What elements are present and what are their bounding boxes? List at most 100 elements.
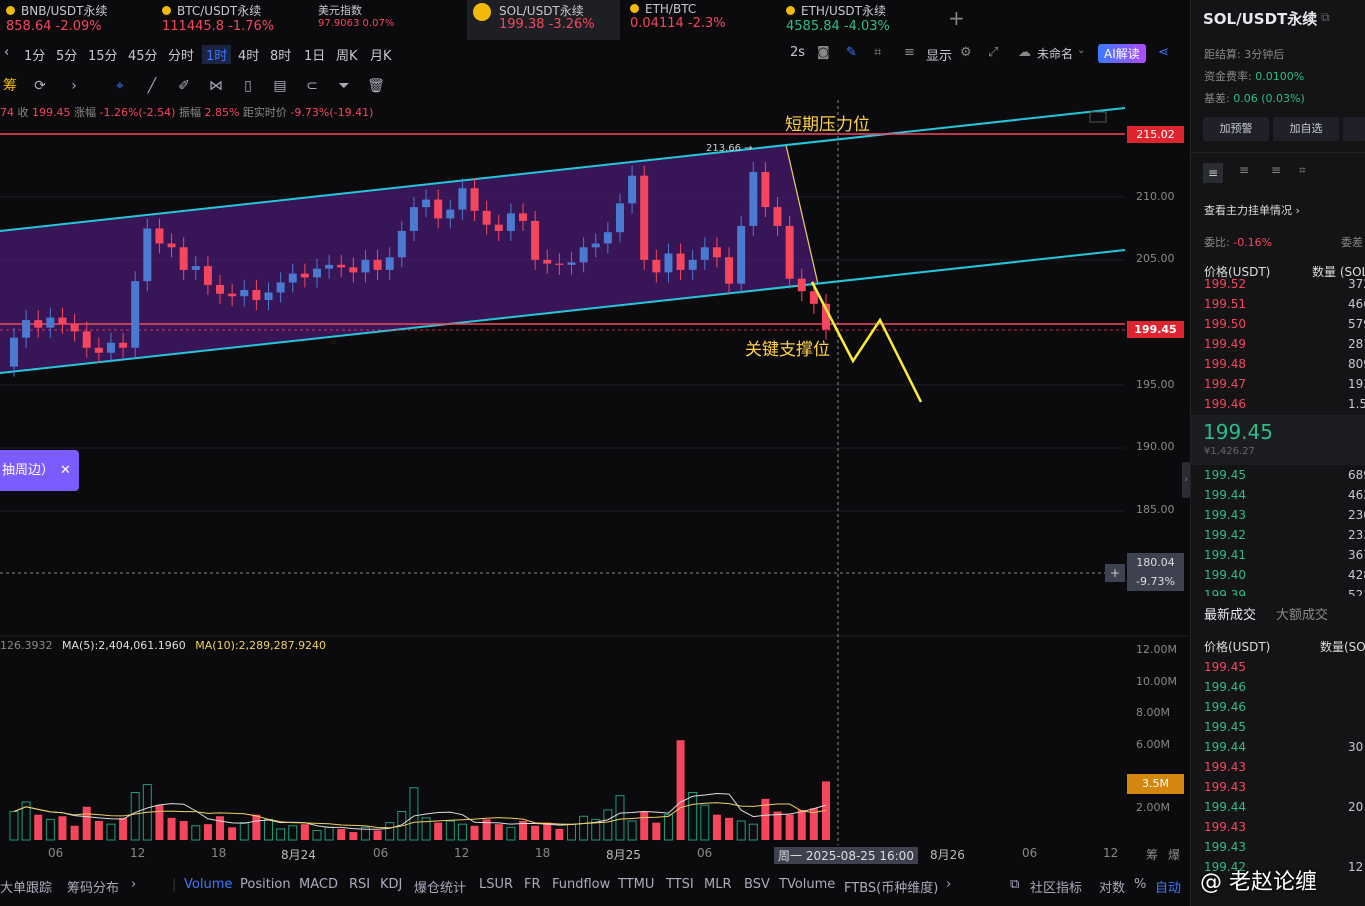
book-both-icon[interactable]: ≡: [1203, 163, 1223, 183]
book-depth-icon[interactable]: ⌗: [1299, 163, 1306, 177]
bid-price[interactable]: 199.44: [1204, 488, 1246, 502]
indicator-macd[interactable]: MACD: [299, 877, 338, 892]
ask-price[interactable]: 199.46: [1204, 397, 1246, 411]
timeframe-45m[interactable]: 45分: [128, 49, 158, 64]
ticker-tab-ethbtc[interactable]: ETH/BTC 0.04114 -2.3%: [624, 0, 774, 40]
copy-icon[interactable]: ⧉: [1321, 10, 1330, 24]
ask-price[interactable]: 199.47: [1204, 377, 1246, 391]
timeframe-1d[interactable]: 1日: [304, 49, 326, 64]
indicator-volume[interactable]: Volume: [184, 877, 233, 892]
brush-icon[interactable]: ✐: [178, 78, 190, 94]
timeframe-5m[interactable]: 5分: [56, 49, 78, 64]
indicator-ttmu[interactable]: TTMU: [618, 877, 655, 892]
indicator-liquidation[interactable]: 爆仓统计: [414, 881, 467, 896]
timeframe-1h[interactable]: 1时: [202, 45, 232, 64]
line-tool-icon[interactable]: ╱: [147, 78, 157, 94]
community-icon[interactable]: ⧉: [1010, 877, 1020, 892]
indicator-rsi[interactable]: RSI: [349, 877, 371, 892]
side-panel-tab[interactable]: 抽周边） ✕: [0, 450, 79, 491]
log-scale-toggle[interactable]: 对数: [1099, 881, 1126, 896]
ask-price[interactable]: 199.50: [1204, 317, 1246, 331]
fullscreen-icon[interactable]: ⤢: [988, 45, 999, 60]
chevron-down-icon[interactable]: ⌄: [1077, 45, 1086, 56]
depth-link[interactable]: 查看主力挂单情况 ›: [1204, 204, 1300, 217]
indicator-fr[interactable]: FR: [524, 877, 541, 892]
ticker-tab-sol[interactable]: SOL/USDT永续 199.38 -3.26%: [467, 0, 620, 40]
filter-icon[interactable]: ⏷: [338, 78, 350, 94]
add-alert-icon[interactable]: +: [1105, 564, 1125, 582]
note-icon[interactable]: ▤: [273, 78, 287, 94]
ask-price[interactable]: 199.51: [1204, 297, 1246, 311]
ask-price[interactable]: 199.52: [1204, 278, 1246, 291]
bid-price[interactable]: 199.45: [1204, 468, 1246, 482]
community-indicators[interactable]: 社区指标: [1030, 881, 1083, 896]
close-icon[interactable]: ✕: [60, 463, 71, 478]
indicator-chips[interactable]: 筹码分布: [67, 881, 120, 896]
indicator-mlr[interactable]: MLR: [704, 877, 732, 892]
auto-scale-toggle[interactable]: 自动: [1155, 881, 1182, 896]
bid-price[interactable]: 199.42: [1204, 528, 1246, 542]
timeframe-1w[interactable]: 周K: [336, 49, 358, 64]
timeframe-15m[interactable]: 15分: [88, 49, 118, 64]
panel-collapse-handle[interactable]: ›: [1182, 462, 1190, 498]
liquidation-toggle[interactable]: 爆: [1168, 848, 1181, 862]
magnet-icon[interactable]: ⊂: [306, 78, 318, 94]
price-chart[interactable]: [0, 0, 1188, 873]
ticker-tab-bnb[interactable]: BNB/USDT永续 858.64 -2.09%: [0, 0, 150, 40]
timeframe-line[interactable]: 分时: [168, 49, 195, 64]
percent-toggle[interactable]: %: [1134, 877, 1147, 892]
book-bids-icon[interactable]: ≡: [1239, 163, 1250, 177]
gear-icon[interactable]: ⚙: [960, 45, 972, 60]
pattern-icon[interactable]: ⋈: [209, 78, 223, 94]
timeframe-1m[interactable]: 1分: [24, 49, 46, 64]
chips-label[interactable]: 筹: [3, 78, 17, 94]
bid-price[interactable]: 199.39: [1204, 588, 1246, 596]
collapse-icon[interactable]: [1089, 111, 1107, 123]
bid-price[interactable]: 199.41: [1204, 548, 1246, 562]
crop-icon[interactable]: ⌗: [874, 45, 882, 60]
measure-icon[interactable]: ▯: [244, 78, 252, 94]
bid-price[interactable]: 199.43: [1204, 508, 1246, 522]
timeframe-4h[interactable]: 4时: [238, 49, 260, 64]
ai-button[interactable]: AI解读: [1098, 44, 1146, 63]
menu-icon[interactable]: ≡: [904, 45, 915, 60]
timeframe-8h[interactable]: 8时: [270, 49, 292, 64]
add-alert-button[interactable]: 加预警: [1203, 117, 1269, 141]
refresh-icon[interactable]: ⟳: [34, 78, 46, 94]
pencil-icon[interactable]: ✎: [846, 45, 857, 60]
more-button[interactable]: [1343, 117, 1365, 141]
layout-name[interactable]: 未命名: [1037, 47, 1074, 61]
ask-price[interactable]: 199.49: [1204, 337, 1246, 351]
add-watchlist-button[interactable]: 加自选: [1273, 117, 1339, 141]
ask-price[interactable]: 199.48: [1204, 357, 1246, 371]
trash-icon[interactable]: 🗑: [367, 78, 385, 94]
cloud-icon[interactable]: ☁: [1018, 45, 1031, 60]
chips-toggle[interactable]: 筹: [1146, 848, 1159, 862]
camera-icon[interactable]: ◙: [817, 45, 830, 60]
add-tab-button[interactable]: +: [948, 6, 965, 30]
chevron-right-icon[interactable]: ›: [71, 78, 77, 94]
chevron-right-icon[interactable]: ›: [946, 877, 952, 892]
indicator-ttsi[interactable]: TTSI: [666, 877, 694, 892]
ticker-tab-dxy[interactable]: 美元指数 97.9063 0.07%: [312, 0, 462, 40]
chevron-left-icon[interactable]: ‹: [4, 45, 10, 60]
indicator-position[interactable]: Position: [240, 877, 291, 892]
refresh-interval[interactable]: 2s: [790, 45, 806, 60]
indicator-lsur[interactable]: LSUR: [479, 877, 514, 892]
bid-price[interactable]: 199.40: [1204, 568, 1246, 582]
indicator-tvolume[interactable]: TVolume: [779, 877, 836, 892]
chevron-right-icon[interactable]: ›: [131, 877, 137, 892]
ticker-tab-btc[interactable]: BTC/USDT永续 111445.8 -1.76%: [156, 0, 306, 40]
lower-trendline[interactable]: [0, 249, 1126, 374]
timeframe-1M[interactable]: 月K: [370, 49, 392, 64]
indicator-kdj[interactable]: KDJ: [380, 877, 403, 892]
tab-latest-trades[interactable]: 最新成交: [1204, 608, 1257, 623]
display-button[interactable]: 显示: [926, 49, 953, 64]
book-asks-icon[interactable]: ≡: [1271, 163, 1282, 177]
indicator-fundflow[interactable]: Fundflow: [552, 877, 611, 892]
cursor-icon[interactable]: ⌖: [116, 78, 124, 94]
indicator-ftbs[interactable]: FTBS(币种维度): [844, 881, 939, 896]
upper-trendline[interactable]: [0, 107, 1126, 232]
indicator-bsv[interactable]: BSV: [744, 877, 770, 892]
indicator-big-orders[interactable]: 大单跟踪: [0, 881, 53, 896]
